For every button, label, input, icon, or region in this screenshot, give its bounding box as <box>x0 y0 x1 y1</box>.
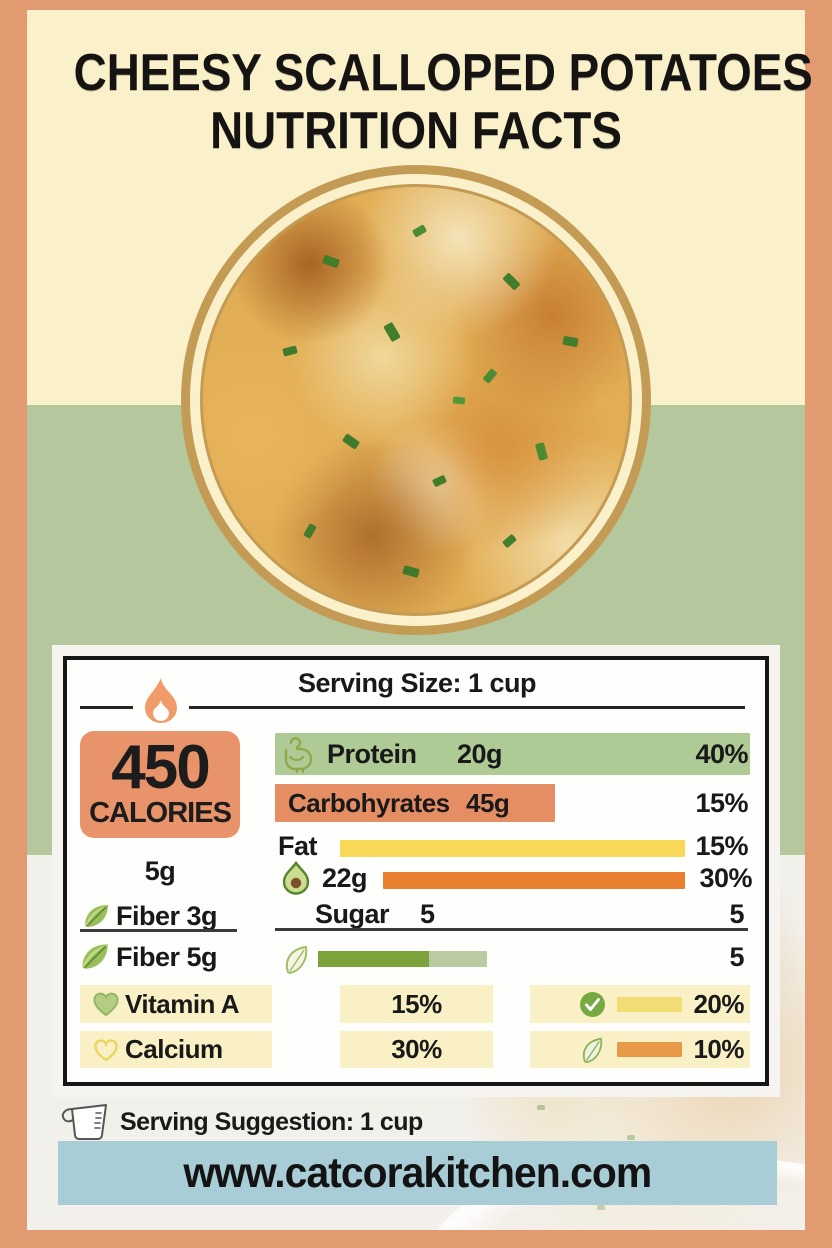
fat-bar <box>340 840 685 857</box>
leaf-outline-icon <box>286 945 308 975</box>
header-divider-left <box>80 706 133 709</box>
header-divider-right <box>189 706 745 709</box>
vitamin-a-value: 15% <box>340 985 493 1023</box>
calcium-label: Calcium <box>125 1034 223 1064</box>
sugar-label: Sugar <box>315 899 390 929</box>
carbohydrates-row-bar <box>275 784 555 822</box>
sugar-divider <box>275 928 748 931</box>
page-title-line2: NUTRITION FACTS <box>210 102 622 160</box>
fiber-bar-fill <box>318 951 429 967</box>
fat-daily-value: 15% <box>695 831 748 861</box>
carbohydrates-amount: 45g <box>466 788 510 818</box>
serving-suggestion-label: Serving Suggestion: 1 cup <box>120 1108 423 1136</box>
left-amount-5g: 5g <box>144 856 176 886</box>
photo-ring <box>181 165 651 635</box>
flame-icon <box>145 678 177 723</box>
protein-row-bar <box>275 733 750 775</box>
leaf-icon <box>85 905 108 927</box>
fiber-bar-daily-value: 5 <box>729 942 744 972</box>
left-divider <box>80 929 237 932</box>
heart-green-icon <box>93 992 119 1017</box>
saturated-fat-bar <box>383 872 685 889</box>
fiber-5g-label: Fiber 5g <box>116 942 218 972</box>
avocado-icon <box>282 861 310 895</box>
vitamin-a-daily-value: 20% <box>693 989 744 1019</box>
protein-label: Protein <box>327 739 417 769</box>
sugar-daily-value: 5 <box>729 899 744 929</box>
carbohydrates-label: Carbohyrates <box>288 788 450 818</box>
protein-amount: 20g <box>457 739 503 769</box>
heart-yellow-icon <box>94 1039 118 1062</box>
calcium-cell: Calcium <box>80 1031 272 1068</box>
website-banner: www.catcorakitchen.com <box>58 1141 777 1205</box>
serving-size-label: Serving Size: 1 cup <box>297 668 537 698</box>
calcium-dv-cell: 10% <box>530 1031 750 1068</box>
calcium-mini-bar <box>617 1042 682 1057</box>
vitamin-a-mini-bar <box>617 997 682 1012</box>
vitamin-a-cell: Vitamin A <box>80 985 272 1023</box>
fat-label: Fat <box>278 831 318 861</box>
leaf-outline-icon <box>583 1037 603 1064</box>
website-url: www.catcorakitchen.com <box>183 1149 653 1197</box>
fat-amount-daily-value: 30% <box>699 863 752 893</box>
calories-box: 450 CALORIES <box>80 731 240 838</box>
carbohydrates-daily-value: 15% <box>695 788 748 818</box>
scalloped-potatoes-photo <box>203 187 629 613</box>
check-icon <box>580 992 605 1017</box>
photo-ring-inner <box>200 184 632 616</box>
calcium-value: 30% <box>340 1031 493 1068</box>
vitamin-a-label: Vitamin A <box>125 989 239 1019</box>
calories-unit-label: CALORIES <box>89 797 232 829</box>
fiber-bar-track <box>318 951 487 967</box>
vitamin-a-dv-cell: 20% <box>530 985 750 1023</box>
calcium-daily-value: 10% <box>693 1034 744 1064</box>
sugar-amount: 5 <box>420 899 435 929</box>
fat-amount: 22g <box>322 863 368 893</box>
page-title-line1: CHEESY SCALLOPED POTATOES <box>73 44 813 102</box>
leaf-icon <box>82 944 108 969</box>
measuring-cup-icon <box>61 1104 107 1140</box>
protein-daily-value: 40% <box>695 739 748 769</box>
calories-value: 450 <box>111 733 210 802</box>
chicken-icon <box>284 737 313 773</box>
fiber-3g-label: Fiber 3g <box>116 901 218 931</box>
